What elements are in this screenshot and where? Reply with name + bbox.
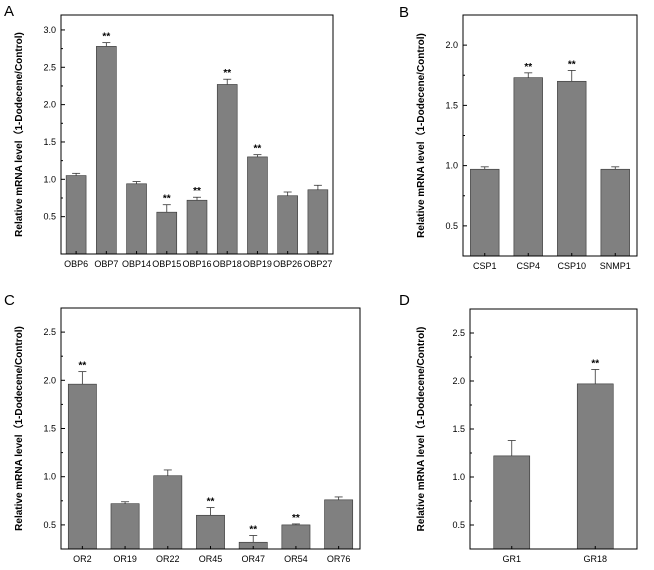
chart-panel-c: C Relative mRNA level（1-Dodecene/Control)…: [4, 292, 361, 564]
significance-marker: **: [292, 513, 300, 524]
bar-obp26: [277, 195, 298, 255]
significance-marker: **: [78, 361, 86, 372]
significance-marker: **: [591, 358, 599, 369]
category-label: OR22: [156, 554, 180, 564]
panel-letter-b: B: [399, 4, 409, 21]
bar-or54: [281, 524, 311, 550]
bar-snmp1: [600, 168, 630, 257]
bar-obp16: [186, 199, 208, 255]
y-tick-label: 2.0: [452, 376, 465, 386]
y-tick-label: 3.0: [43, 25, 56, 35]
category-label: OBP7: [94, 259, 118, 269]
bar-csp4: [513, 77, 543, 257]
y-tick-label: 0.5: [452, 520, 465, 530]
bar-obp14: [126, 183, 147, 255]
chart-panel-b: B Relative mRNA level（1-Dodecene/Control)…: [399, 4, 638, 271]
category-label: OR47: [241, 554, 265, 564]
chart-panel-a: A Relative mRNA level（1-Dodecene/Control)…: [4, 3, 334, 269]
significance-marker: **: [568, 59, 576, 70]
bar-gr1: [493, 455, 531, 550]
y-tick-label: 0.5: [43, 212, 56, 222]
bar-obp18: [216, 84, 238, 255]
y-tick-label: 2.0: [43, 375, 56, 385]
category-label: OR54: [284, 554, 308, 564]
y-tick-label: 1.5: [452, 424, 465, 434]
significance-marker: **: [524, 62, 532, 73]
bar-or76: [324, 499, 354, 550]
significance-marker: **: [193, 186, 201, 197]
y-tick-label: 0.5: [445, 221, 458, 231]
plot-frame-a: [60, 14, 334, 255]
significance-marker: **: [102, 32, 110, 43]
bar-or2: [67, 383, 97, 550]
y-tick-label: 0.5: [43, 520, 56, 530]
category-label: OR2: [73, 554, 92, 564]
bar-obp27: [307, 189, 329, 255]
category-label: OBP19: [243, 259, 272, 269]
y-tick-label: 2.5: [43, 327, 56, 337]
y-tick-label: 1.5: [43, 424, 56, 434]
category-label: CSP1: [473, 261, 497, 271]
y-axis-label-c: Relative mRNA level（1-Dodecene/Control): [12, 326, 25, 531]
y-axis-label-a: Relative mRNA level（1-Dodecene/Control): [12, 32, 25, 237]
significance-marker: **: [249, 525, 257, 536]
bar-csp10: [557, 80, 587, 257]
bar-or22: [153, 475, 183, 550]
category-label: SNMP1: [600, 261, 631, 271]
y-axis-label-d: Relative mRNA level（1-Dodecene/Control): [414, 327, 427, 532]
y-tick-label: 1.0: [43, 472, 56, 482]
category-label: CSP10: [557, 261, 586, 271]
bar-or19: [110, 503, 140, 550]
plot-frame-d: [469, 308, 638, 550]
y-tick-label: 2.5: [43, 62, 56, 72]
bar-or45: [196, 514, 225, 550]
category-label: OR76: [327, 554, 351, 564]
chart-panel-d: D Relative mRNA level（1-Dodecene/Control)…: [399, 292, 638, 564]
y-tick-label: 2.0: [43, 100, 56, 110]
bar-obp6: [65, 175, 87, 255]
category-label: OBP26: [273, 259, 302, 269]
significance-marker: **: [254, 144, 262, 155]
y-tick-label: 2.5: [452, 328, 465, 338]
category-label: OBP14: [122, 259, 151, 269]
bar-gr18: [576, 383, 614, 550]
bar-csp1: [470, 168, 500, 257]
panel-letter-a: A: [4, 3, 14, 20]
significance-marker: **: [223, 68, 231, 79]
y-tick-label: 1.5: [445, 100, 458, 110]
significance-marker: **: [207, 497, 215, 508]
category-label: OBP15: [152, 259, 181, 269]
panel-letter-c: C: [4, 292, 15, 309]
y-tick-label: 1.0: [445, 161, 458, 171]
y-tick-label: 1.0: [43, 174, 56, 184]
category-label: OBP16: [182, 259, 211, 269]
y-tick-label: 2.0: [445, 40, 458, 50]
y-tick-label: 1.0: [452, 472, 465, 482]
category-label: OR19: [113, 554, 137, 564]
category-label: OBP6: [64, 259, 88, 269]
category-label: GR1: [502, 554, 521, 564]
plot-frame-b: [462, 14, 638, 257]
category-label: OBP18: [213, 259, 242, 269]
plot-frame-c: [60, 307, 361, 550]
y-axis-label-b: Relative mRNA level（1-Dodecene/Control): [414, 33, 427, 238]
bar-obp7: [96, 46, 117, 255]
bar-obp19: [247, 156, 268, 255]
significance-marker: **: [163, 194, 171, 205]
category-label: CSP4: [516, 261, 540, 271]
category-label: OR45: [199, 554, 223, 564]
panel-letter-d: D: [399, 292, 410, 309]
y-tick-label: 1.5: [43, 137, 56, 147]
category-label: GR18: [583, 554, 607, 564]
bar-obp15: [156, 211, 178, 255]
category-label: OBP27: [303, 259, 332, 269]
